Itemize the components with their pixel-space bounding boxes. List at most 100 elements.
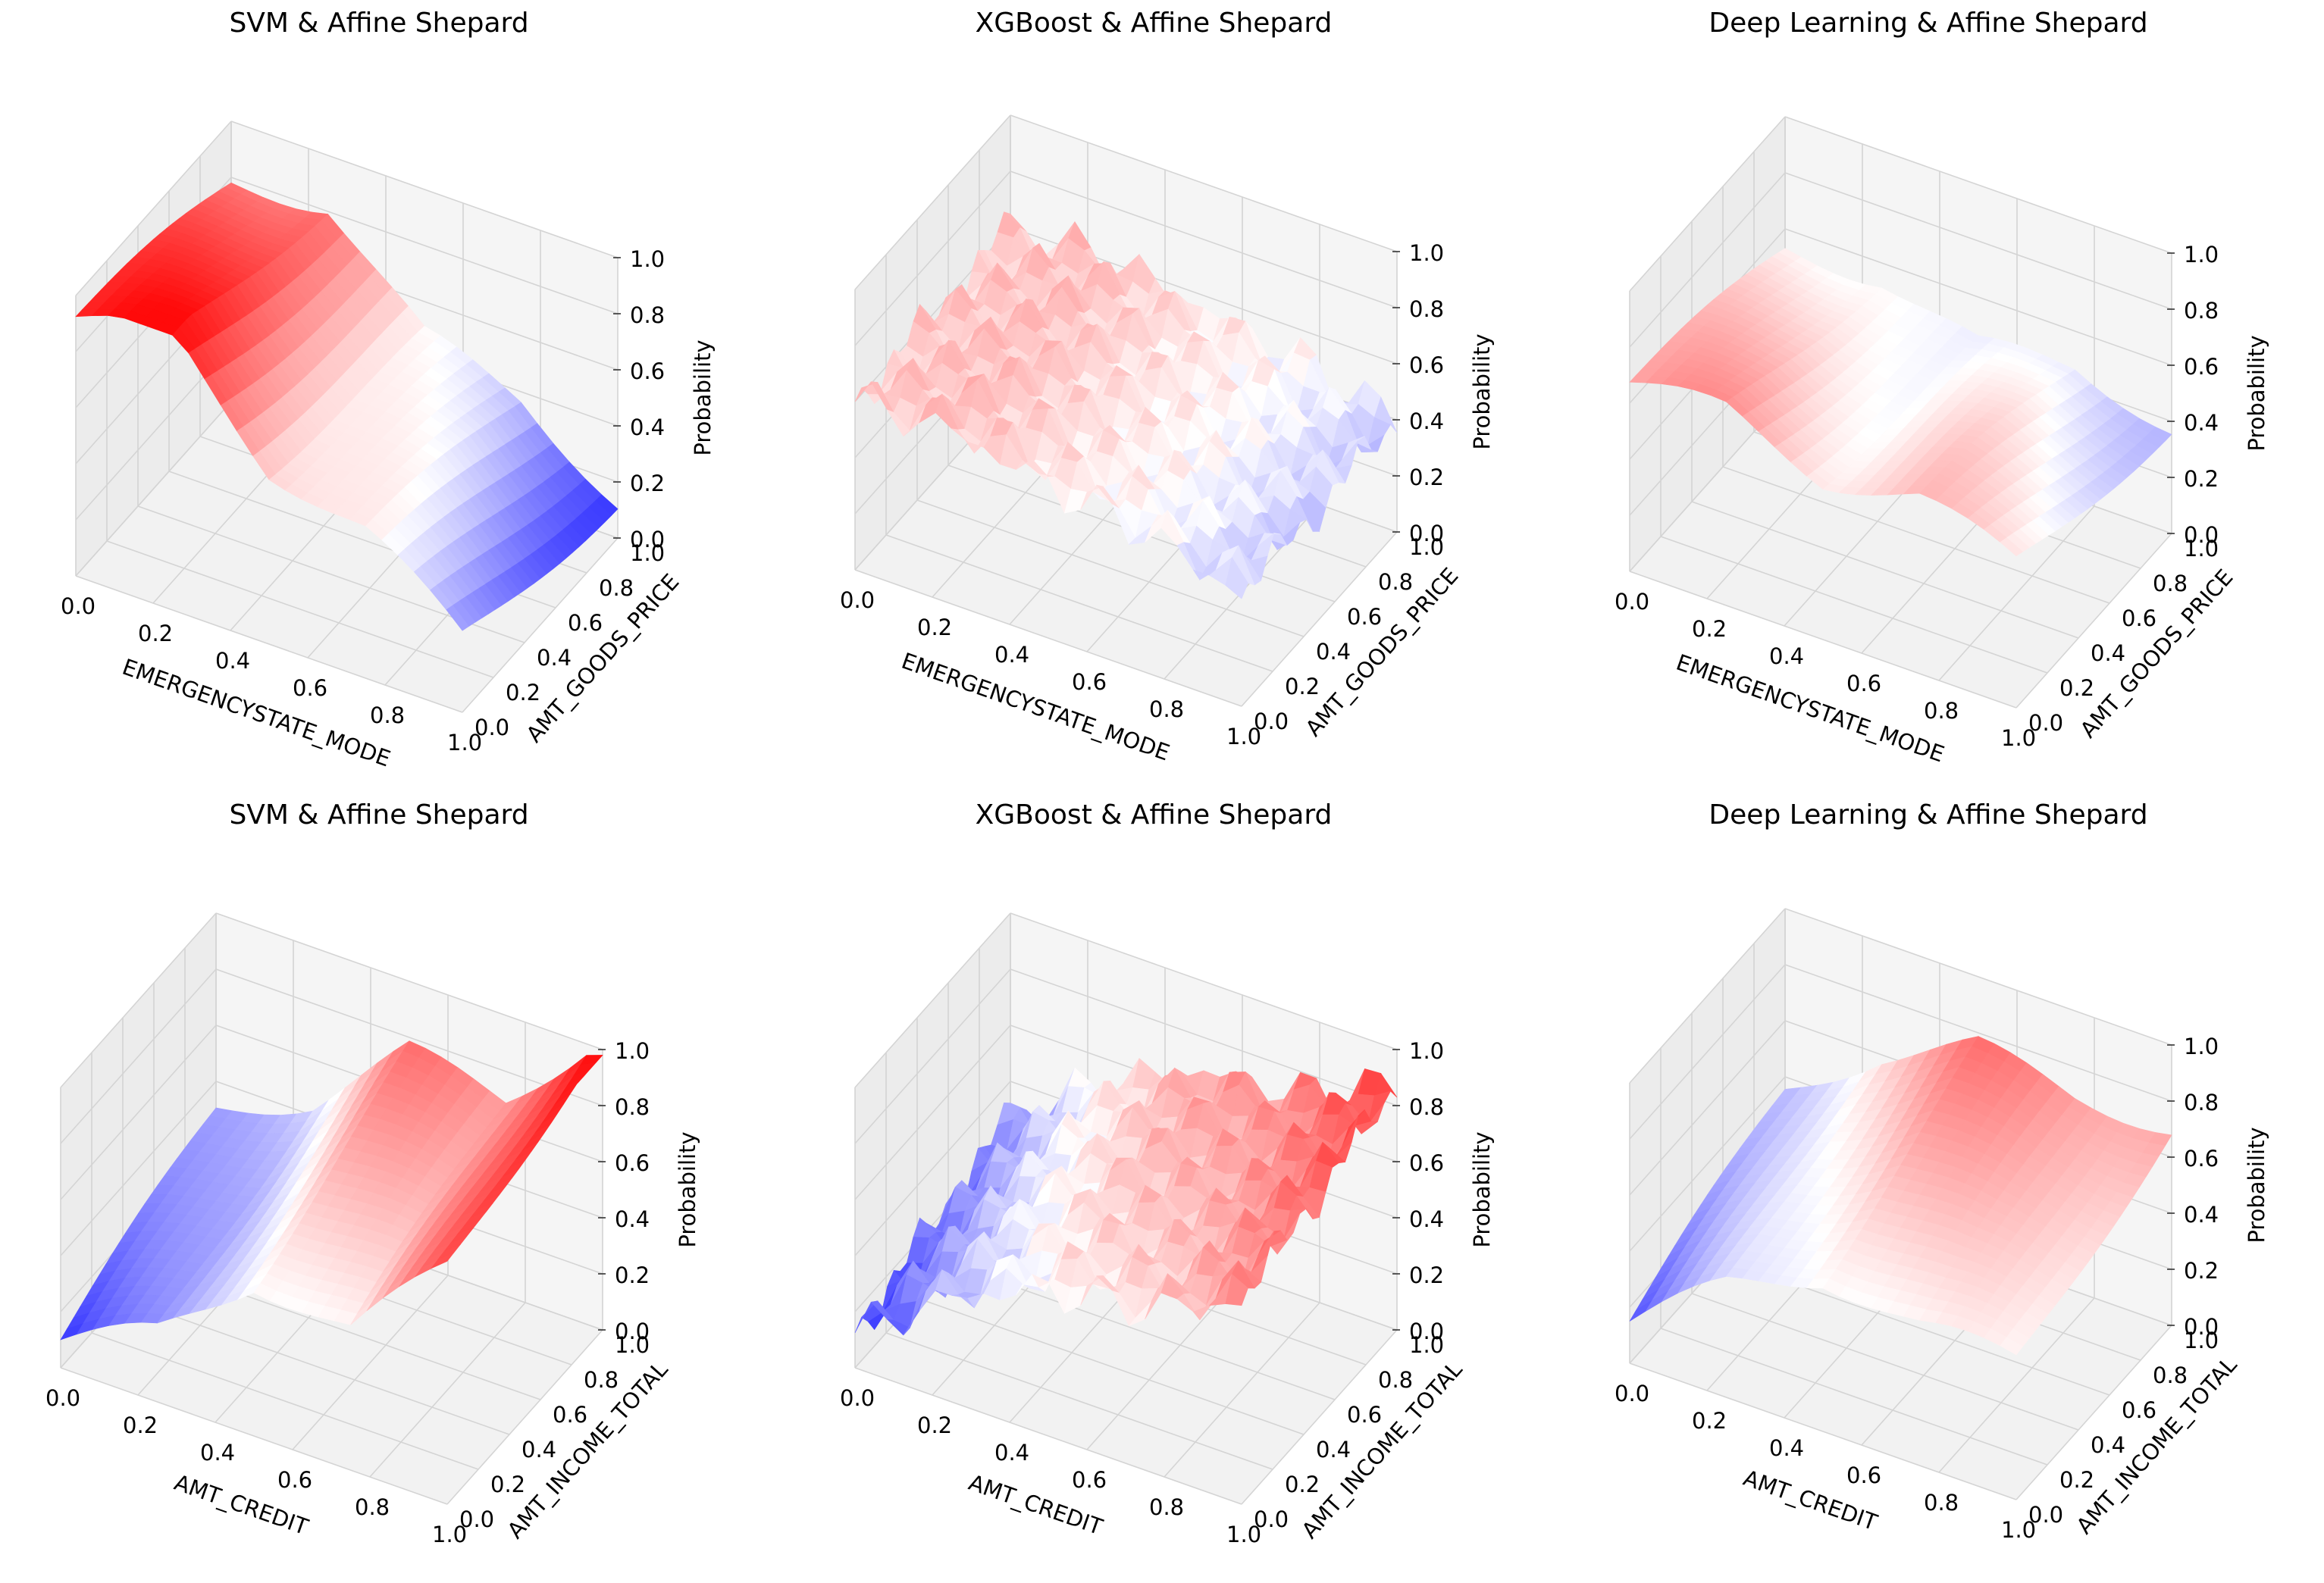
grid-line [1629, 908, 1786, 1084]
z-tick-label: 0.6 [1409, 1150, 1444, 1176]
z-tick-label: 0.8 [2184, 1090, 2219, 1115]
x-tick-label: 0.8 [1924, 1490, 1959, 1516]
surface-plot-6: 0.00.20.40.60.81.00.00.20.40.60.81.00.00… [1615, 799, 2269, 1543]
z-tick-label: 0.4 [1409, 1206, 1444, 1232]
grid-line [1938, 505, 2095, 681]
z-tick-label: 0.6 [2184, 1146, 2219, 1172]
grid-line [1784, 964, 2172, 1102]
floor-pane [1630, 397, 2172, 708]
grid-line [75, 575, 463, 713]
grid-line [106, 540, 494, 678]
panel-2: 0.0 0.2 0.4 0.6 0.8 1.0 0.0 0.2 0.4 0.6 0.8 1.0 0.0 0… [775, 0, 1549, 791]
grid-line [1784, 172, 2172, 310]
grid-line [1938, 1297, 2095, 1473]
panel-title: SVM & Affine Shepard [229, 799, 528, 831]
grid-line [1629, 1362, 2017, 1500]
y-tick-label: 0.8 [2153, 1362, 2188, 1388]
grid-line [1784, 228, 2172, 366]
x-tick-label: 0.8 [1924, 698, 1959, 724]
panel-1: 0.0 0.2 0.4 0.6 0.8 1.0 0.0 0.2 0.4 0.6 0.8 1.0 0.0 0… [0, 0, 775, 791]
x-tick-label: 0.2 [138, 621, 173, 646]
grid-line [854, 114, 1011, 290]
tick-labels: 0.00.20.40.60.81.00.00.20.40.60.81.00.00… [45, 1038, 650, 1547]
x-tick-label: 0.6 [293, 675, 327, 701]
y-tick-label: 0.6 [553, 1402, 587, 1428]
y-tick-label: 0.6 [1347, 1402, 1382, 1428]
y-tick-label: 0.2 [1285, 1472, 1320, 1497]
x-tick-label: 1.0 [2001, 1517, 2036, 1543]
left-pane [855, 913, 1010, 1368]
x-tick-label: 0.8 [1149, 696, 1184, 722]
grid-line [1241, 1329, 1398, 1505]
grid-line [1784, 116, 2172, 254]
y-tick-label: 1.0 [1409, 1332, 1444, 1358]
z-tick-label: 0.2 [1409, 1262, 1444, 1288]
grid-line [1629, 1076, 1786, 1252]
grid-line [854, 171, 1011, 346]
y-tick-label: 0.6 [568, 610, 603, 636]
z-tick-label: 0.2 [630, 471, 665, 496]
grid-line [1660, 536, 2048, 674]
z-tick-label: 0.6 [615, 1150, 650, 1176]
y-tick-label: 0.6 [1347, 604, 1382, 630]
z-tick-label: 0.6 [1409, 352, 1444, 378]
z-axis-label: Probability [675, 1131, 700, 1247]
x-tick-label: 0.4 [215, 648, 250, 674]
left-pane [1630, 909, 1785, 1363]
grid-line [854, 968, 1011, 1144]
grid-line [1010, 114, 1398, 252]
y-tick-label: 1.0 [2184, 536, 2219, 562]
z-tick-label: 0.0 [630, 527, 665, 552]
grid-line [854, 1081, 1011, 1256]
grid-line [1660, 1328, 2048, 1466]
surface-facet [1225, 556, 1248, 599]
x-tick-label: 0.6 [277, 1467, 312, 1493]
panel-title: Deep Learning & Affine Shepard [1709, 8, 2147, 39]
surface [1629, 248, 2172, 557]
y-tick-label: 0.4 [1316, 639, 1351, 665]
y-tick-label: 0.6 [2122, 605, 2156, 631]
x-tick-label: 0.6 [1072, 1467, 1107, 1493]
surface-plot-2: 0.00.20.40.60.81.00.00.20.40.60.81.00.00… [840, 8, 1495, 765]
grid-line [2015, 533, 2172, 709]
surface [60, 1040, 603, 1341]
z-tick-label: 1.0 [2184, 1034, 2219, 1059]
z-tick-label: 0.2 [615, 1262, 650, 1288]
grid-line [916, 499, 1305, 637]
y-tick-label: 0.4 [1316, 1437, 1351, 1463]
y-tick-label: 0.0 [475, 715, 509, 740]
grid-line [854, 1025, 1011, 1200]
grid-line [1784, 908, 2172, 1046]
grid-line [446, 1329, 603, 1505]
floor-pane [855, 396, 1397, 706]
x-tick-label: 0.8 [1149, 1494, 1184, 1520]
grid-line [215, 912, 603, 1050]
x-tick-label: 0.0 [840, 587, 875, 613]
grid-line [1010, 912, 1398, 1050]
z-tick-label: 0.0 [1409, 1319, 1444, 1344]
grid-line [75, 401, 232, 577]
z-axis-label: Probability [1469, 333, 1495, 449]
x-tick-label: 0.0 [1615, 1381, 1649, 1406]
z-tick-label: 0.6 [630, 358, 665, 384]
y-tick-label: 0.8 [599, 575, 634, 601]
z-tick-label: 1.0 [2184, 242, 2219, 267]
z-tick-label: 1.0 [1409, 240, 1444, 266]
grid-line [1629, 116, 1786, 292]
z-tick-label: 0.8 [2184, 298, 2219, 324]
z-tick-label: 0.0 [2184, 522, 2219, 548]
z-tick-label: 0.2 [1409, 465, 1444, 490]
z-tick-label: 1.0 [1409, 1038, 1444, 1064]
surface [1629, 1036, 2172, 1356]
grid-line [1241, 531, 1398, 707]
grid-line [1629, 172, 1786, 348]
surface-plot-5: 0.00.20.40.60.81.00.00.20.40.60.81.00.00… [840, 799, 1495, 1547]
tick-labels: 0.00.20.40.60.81.00.00.20.40.60.81.00.00… [840, 1038, 1444, 1547]
x-tick-label: 0.4 [1769, 1435, 1804, 1461]
z-axis-label: Probability [690, 339, 716, 455]
x-tick-label: 1.0 [1226, 724, 1261, 749]
grid-line [1722, 466, 2110, 604]
grid-line [60, 1367, 448, 1505]
grid-line [60, 912, 217, 1088]
panel-title: XGBoost & Affine Shepard [976, 8, 1333, 39]
